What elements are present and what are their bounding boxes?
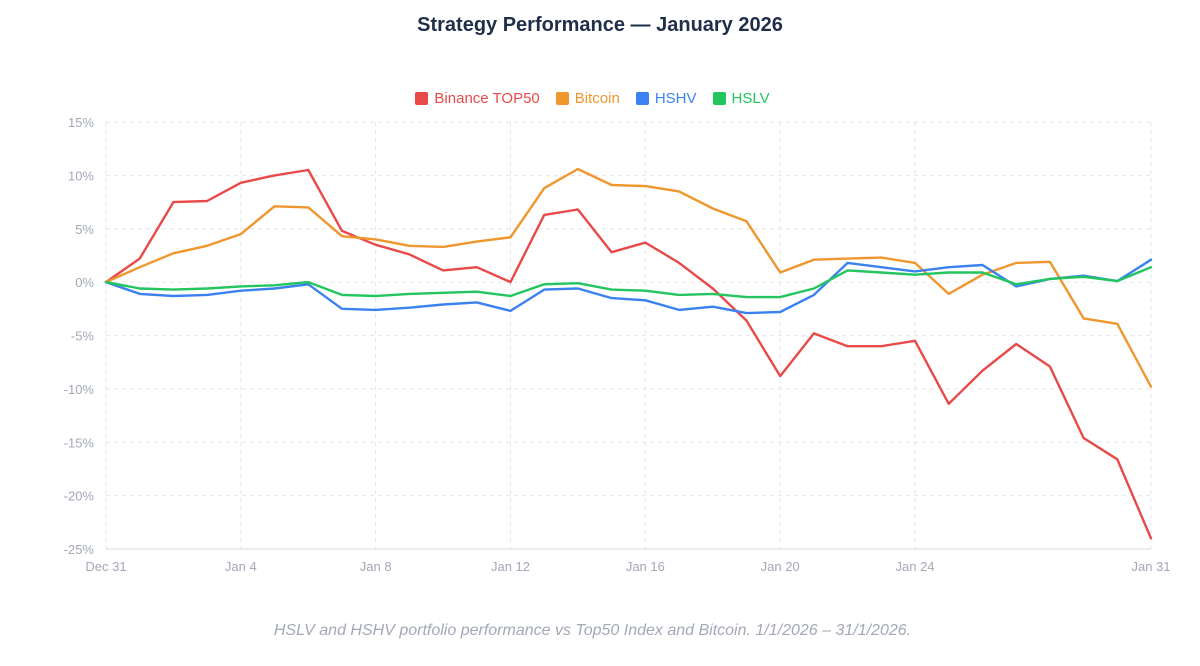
legend-swatch-binance-top50 (415, 92, 429, 105)
legend-swatch-hshv (635, 92, 649, 105)
legend-label-binance-top50: Binance TOP50 (434, 90, 540, 107)
legend-swatch-hslv (712, 92, 726, 105)
x-tick-label: Jan 31 (1131, 559, 1170, 574)
x-tick-label: Jan 24 (896, 559, 935, 574)
chart-title: Strategy Performance — January 2026 (417, 14, 783, 36)
chart-legend: Binance TOP50 Bitcoin HSHV HSLV (0, 90, 1185, 107)
y-tick-label: -10% (64, 382, 95, 397)
legend-item-bitcoin[interactable]: Bitcoin (555, 90, 620, 107)
x-tick-label: Jan 20 (761, 559, 800, 574)
y-tick-label: 10% (68, 168, 94, 183)
axis-labels: 15% 10% 5% 0% -5% -10% -15% -20% -25% Dec 31 Jan 4… (64, 115, 1171, 574)
y-tick-label: -5% (71, 329, 95, 344)
y-tick-label: 15% (68, 115, 94, 130)
x-tick-label: Jan 16 (626, 559, 665, 574)
x-tick-label: Jan 8 (360, 559, 392, 574)
series-line-hslv (104, 266, 1153, 299)
legend-swatch-bitcoin (555, 92, 569, 105)
series-lines (104, 167, 1153, 540)
x-tick-label: Jan 4 (225, 559, 257, 574)
y-tick-label: 0% (75, 275, 94, 290)
legend-label-bitcoin: Bitcoin (574, 90, 620, 107)
x-tick-label: Jan 12 (491, 559, 530, 574)
series-line-binance-top50 (104, 168, 1153, 540)
series-line-bitcoin (104, 167, 1153, 388)
x-tick-label: Dec 31 (85, 559, 126, 574)
legend-item-hshv[interactable]: HSHV (635, 90, 697, 107)
y-tick-label: -25% (64, 542, 95, 557)
grid-lines (105, 121, 1152, 550)
y-tick-label: -15% (64, 435, 95, 450)
chart-caption: HSLV and HSHV portfolio performance vs T… (273, 622, 912, 639)
y-tick-label: 5% (75, 222, 94, 237)
legend-item-binance-top50[interactable]: Binance TOP50 (415, 90, 540, 107)
legend-label-hslv: HSLV (731, 90, 770, 107)
y-tick-label: -20% (64, 489, 95, 504)
legend-item-hslv[interactable]: HSLV (712, 90, 770, 107)
series-line-hshv (104, 258, 1153, 315)
legend-label-hshv: HSHV (654, 90, 697, 107)
